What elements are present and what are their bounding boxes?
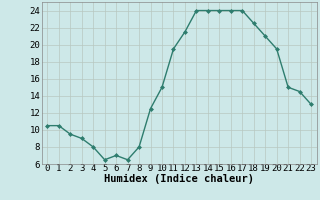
X-axis label: Humidex (Indice chaleur): Humidex (Indice chaleur)	[104, 174, 254, 184]
